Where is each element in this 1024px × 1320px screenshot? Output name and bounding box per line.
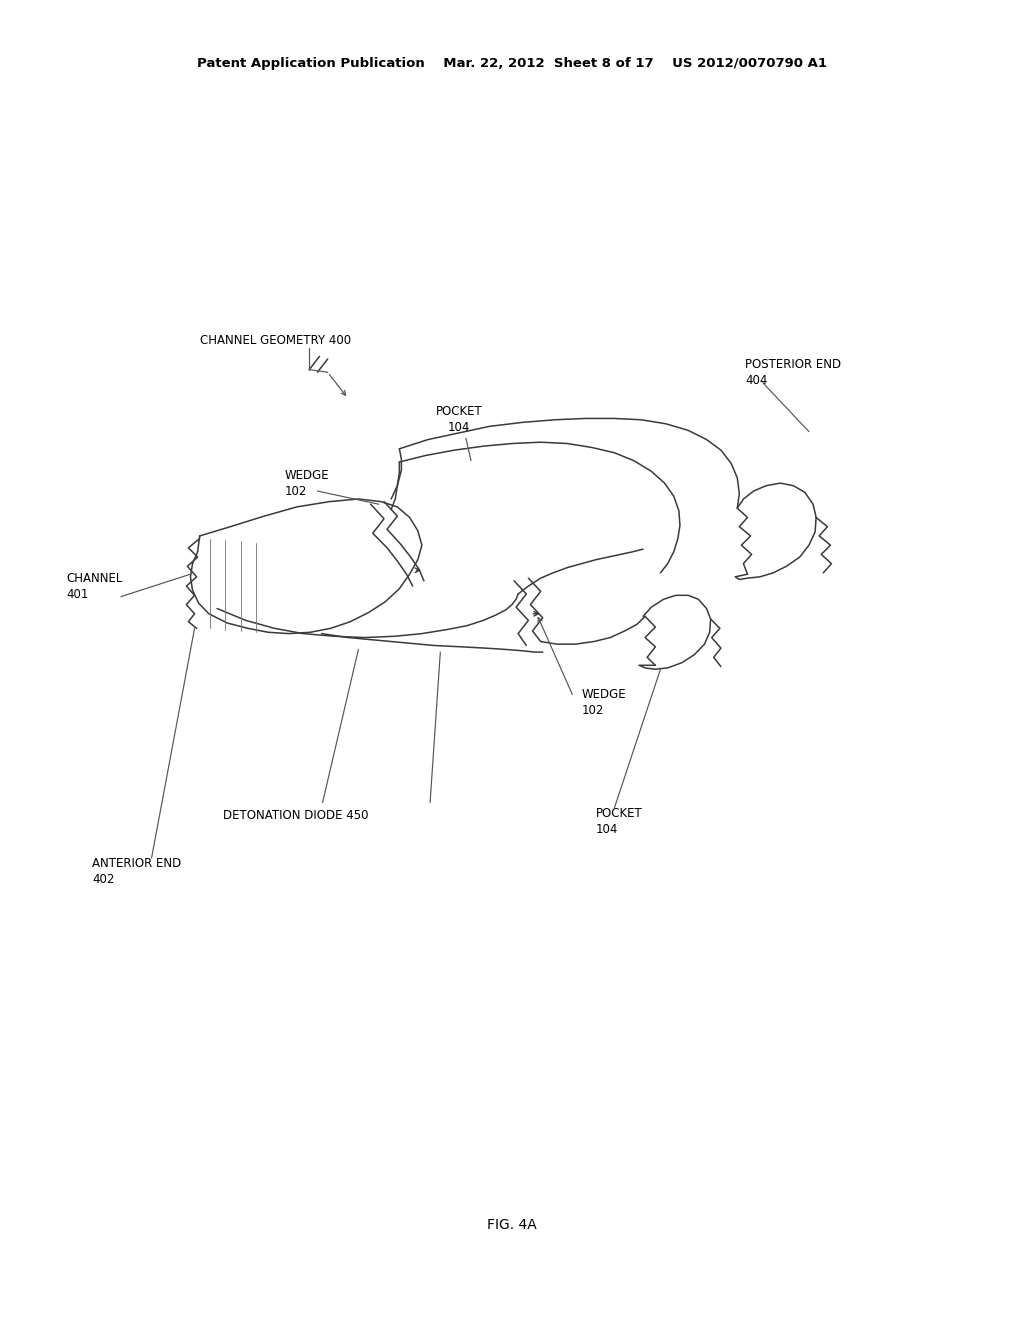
Text: FIG. 4A: FIG. 4A: [487, 1218, 537, 1232]
Text: CHANNEL GEOMETRY 400: CHANNEL GEOMETRY 400: [200, 334, 351, 347]
Text: WEDGE
102: WEDGE 102: [285, 469, 330, 498]
Text: DETONATION DIODE 450: DETONATION DIODE 450: [223, 809, 369, 822]
Text: POSTERIOR END
404: POSTERIOR END 404: [745, 358, 842, 387]
Text: Patent Application Publication    Mar. 22, 2012  Sheet 8 of 17    US 2012/007079: Patent Application Publication Mar. 22, …: [197, 57, 827, 70]
Text: POCKET
104: POCKET 104: [435, 405, 482, 434]
Text: CHANNEL
401: CHANNEL 401: [67, 572, 123, 601]
Text: WEDGE
102: WEDGE 102: [582, 688, 627, 717]
Text: ANTERIOR END
402: ANTERIOR END 402: [92, 857, 181, 886]
Text: POCKET
104: POCKET 104: [596, 807, 643, 836]
